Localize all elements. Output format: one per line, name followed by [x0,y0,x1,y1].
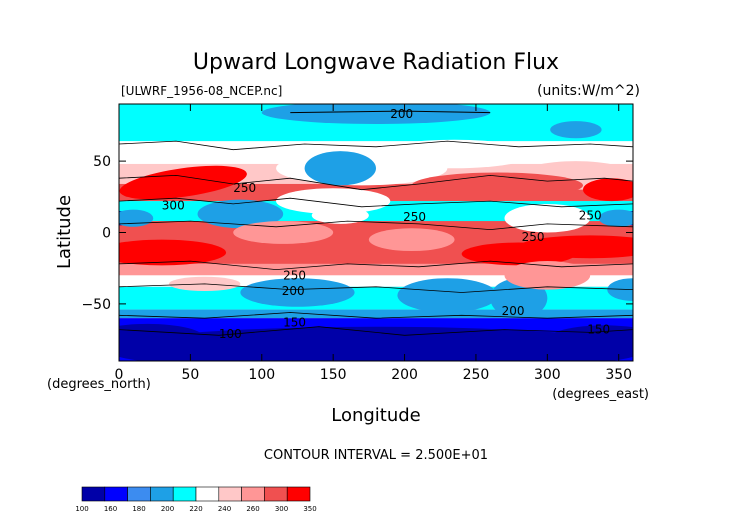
fill-region [119,275,633,287]
fill-region [504,203,591,233]
x-tick-label: 100 [248,367,275,383]
fill-region [583,178,633,202]
colorbar-tick-label: 180 [132,505,145,513]
fill-region [368,228,455,252]
fill-region [119,323,205,353]
contour-label: 250 [233,181,256,195]
x-axis: 0 50 100 150 200 250 300 350 [115,104,632,383]
contour-line [119,260,633,271]
contour-label: 150 [587,323,610,337]
fill-region [119,239,227,266]
contour-fill-field [119,104,633,361]
contour-label: 200 [390,107,413,121]
colorbar-tick-label: 240 [218,505,231,513]
colorbar-swatch [218,486,242,502]
colorbar-tick-label: 200 [161,505,174,513]
fill-region [550,121,602,139]
fill-region [119,263,633,276]
chart-title: Upward Longwave Radiation Flux [193,50,559,75]
x-tick-label: 0 [115,367,124,383]
x-axis-label: Longitude [331,405,421,426]
colorbar-swatch [150,486,174,502]
fill-region [311,206,369,224]
contour-interval-text: CONTOUR INTERVAL = 2.500E+01 [264,448,488,463]
y-tick-label: −50 [81,297,111,313]
y-axis: −50 0 50 [81,154,633,313]
fill-region [261,104,491,124]
contour-label: 250 [403,210,426,224]
contour-line [119,174,633,191]
colorbar-tick-label: 260 [246,505,259,513]
colorbar-swatch [264,486,288,502]
y-unit-note: (degrees_north) [47,377,151,392]
colorbar-tick-label: 220 [189,505,202,513]
units-label: (units:W/m^2) [537,83,640,99]
contour-line [119,326,633,336]
y-tick-label: 0 [102,226,111,242]
contour-line [119,220,633,231]
x-tick-label: 350 [605,367,632,383]
contour-label: 250 [522,230,545,244]
colorbar-swatch [104,486,128,502]
colorbar-tick-label: 350 [303,505,316,513]
fill-region [240,278,355,307]
x-tick-label: 150 [320,367,347,383]
x-tick-label: 50 [181,367,199,383]
contour-lines [119,110,633,336]
contour-line [119,283,633,293]
colorbar-swatch [195,486,220,502]
colorbar-tick-label: 300 [275,505,288,513]
fill-region [119,165,247,200]
fill-region [518,235,633,259]
colorbar-swatch [172,486,197,502]
fill-region [547,325,633,354]
colorbar-swatch [127,486,151,502]
y-axis-label: Latitude [54,195,75,269]
contour-label: 100 [219,327,242,341]
colorbar-tick-label: 100 [75,505,88,513]
x-tick-label: 250 [463,367,490,383]
fill-region [598,209,633,227]
fill-region [504,261,591,290]
contour-label: 200 [502,304,525,318]
x-tick-label: 300 [534,367,561,383]
contour-line [119,140,633,151]
fill-region [119,326,633,361]
contour-label: 300 [162,198,185,212]
colorbar-swatch [286,486,311,502]
x-unit-note: (degrees_east) [552,387,649,402]
colorbar: 100 160 180 200 220 240 260 300 350 [75,486,317,513]
fill-region [607,278,633,302]
contour-label: 150 [283,315,306,329]
fill-region [197,199,284,229]
x-tick-label: 200 [391,367,418,383]
y-tick-label: 50 [93,154,111,170]
fill-region [119,309,633,319]
contour-line [119,197,633,208]
contour-label: 250 [283,268,306,282]
fill-region [397,278,498,313]
contour-line [119,312,633,319]
contour-line [290,110,491,114]
fill-region [411,172,584,199]
contour-labels: 200 250 300 250 250 250 250 200 200 150 100 150 [162,107,610,341]
colorbar-tick-label: 160 [104,505,117,513]
contour-label: 200 [282,284,305,298]
file-label: [ULWRF_1956-08_NCEP.nc] [121,84,282,98]
colorbar-swatch [241,486,265,502]
contour-label: 250 [579,208,602,222]
fill-region [304,151,376,186]
fill-region [276,188,391,214]
colorbar-swatch [81,486,106,502]
fill-region [233,221,334,244]
